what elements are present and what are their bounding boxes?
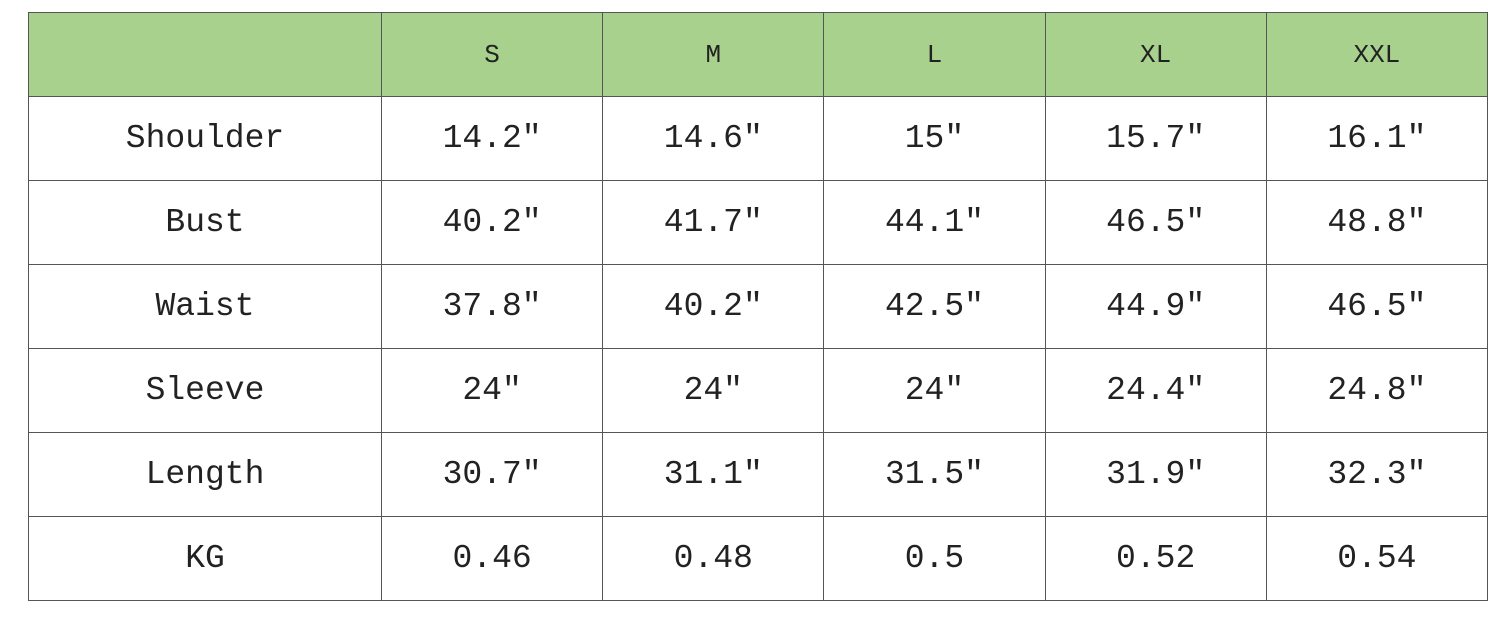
table-cell: 40.2″ <box>380 180 604 265</box>
table-cell: 14.2″ <box>380 96 604 181</box>
table-cell: 31.9″ <box>1044 432 1267 517</box>
row-label: Waist <box>28 264 382 349</box>
header-row: S M L XL XXL <box>28 12 1489 97</box>
table-cell: 0.48 <box>602 516 825 601</box>
table-cell: 16.1″ <box>1265 96 1489 181</box>
table-cell: 40.2″ <box>602 264 825 349</box>
table-cell: 31.5″ <box>823 432 1046 517</box>
column-header: XL <box>1044 12 1267 97</box>
table-cell: 42.5″ <box>823 264 1046 349</box>
table-row: Shoulder 14.2″ 14.6″ 15″ 15.7″ 16.1″ <box>28 96 1489 181</box>
row-label: Bust <box>28 180 382 265</box>
table-cell: 31.1″ <box>602 432 825 517</box>
row-label: KG <box>28 516 382 601</box>
table-cell: 24″ <box>380 348 604 433</box>
table-body: Shoulder 14.2″ 14.6″ 15″ 15.7″ 16.1″ Bust 40.2″… <box>28 96 1489 601</box>
table-cell: 15.7″ <box>1044 96 1267 181</box>
table-cell: 24.8″ <box>1265 348 1489 433</box>
table-row: Sleeve 24″ 24″ 24″ 24.4″ 24.8″ <box>28 348 1489 433</box>
table-cell: 24.4″ <box>1044 348 1267 433</box>
column-header: M <box>602 12 825 97</box>
table-cell: 37.8″ <box>380 264 604 349</box>
table-cell: 0.52 <box>1044 516 1267 601</box>
table-row: Bust 40.2″ 41.7″ 44.1″ 46.5″ 48.8″ <box>28 180 1489 265</box>
table-cell: 44.9″ <box>1044 264 1267 349</box>
table-cell: 32.3″ <box>1265 432 1489 517</box>
row-label: Shoulder <box>28 96 382 181</box>
row-label: Length <box>28 432 382 517</box>
table-cell: 0.5 <box>823 516 1046 601</box>
table-cell: 15″ <box>823 96 1046 181</box>
table-cell: 14.6″ <box>602 96 825 181</box>
size-table: S M L XL XXL Shoulder 14.2″ 14.6″ 15″ 15.7″ 16.1″… <box>28 12 1489 601</box>
table-cell: 46.5″ <box>1265 264 1489 349</box>
row-label: Sleeve <box>28 348 382 433</box>
table-cell: 46.5″ <box>1044 180 1267 265</box>
table-cell: 0.46 <box>380 516 604 601</box>
table-cell: 0.54 <box>1265 516 1489 601</box>
table-cell: 24″ <box>602 348 825 433</box>
table-cell: 41.7″ <box>602 180 825 265</box>
column-header: S <box>380 12 604 97</box>
table-cell: 44.1″ <box>823 180 1046 265</box>
table-row: KG 0.46 0.48 0.5 0.52 0.54 <box>28 516 1489 601</box>
header-corner <box>28 12 382 97</box>
table-row: Length 30.7″ 31.1″ 31.5″ 31.9″ 32.3″ <box>28 432 1489 517</box>
table-cell: 24″ <box>823 348 1046 433</box>
table-cell: 48.8″ <box>1265 180 1489 265</box>
table-row: Waist 37.8″ 40.2″ 42.5″ 44.9″ 46.5″ <box>28 264 1489 349</box>
column-header: XXL <box>1265 12 1489 97</box>
column-header: L <box>823 12 1046 97</box>
table-cell: 30.7″ <box>380 432 604 517</box>
